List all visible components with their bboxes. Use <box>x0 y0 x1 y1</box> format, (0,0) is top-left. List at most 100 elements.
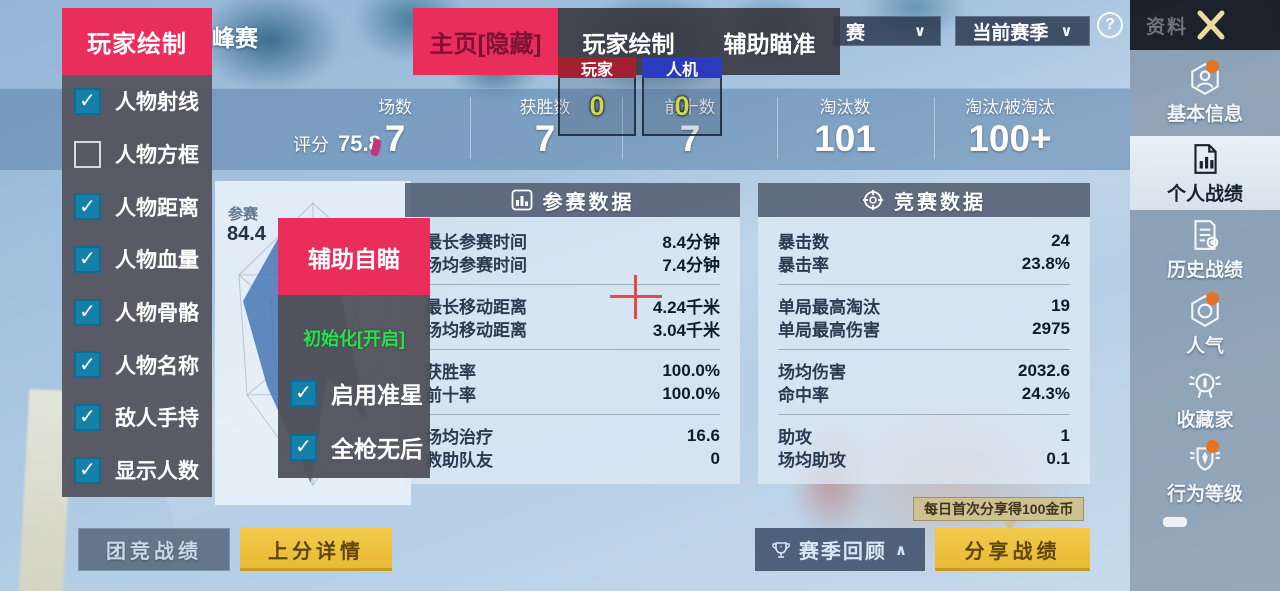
row-label: 场均助攻 <box>778 451 846 470</box>
competition-panel-body: 暴击数 24 暴击率 23.8% 单局最高淘汰 19 单局最高伤害 2975 场… <box>758 217 1090 484</box>
mode-dropdown[interactable]: 赛 ∨ <box>833 16 941 46</box>
checkbox[interactable]: ✓ <box>74 193 101 221</box>
cheat-option-label: 显示人数 <box>115 460 199 484</box>
sidebar-item-basic-info[interactable]: 基本信息 <box>1130 56 1280 134</box>
personal-record-icon <box>1194 144 1217 174</box>
data-row: 场均参赛时间 7.4分钟 <box>425 252 720 275</box>
chevron-down-icon: ∨ <box>1060 23 1073 40</box>
data-row: 单局最高淘汰 19 <box>778 294 1070 318</box>
row-value: 1 <box>1060 425 1070 445</box>
rank-detail-button[interactable]: 上分详情 <box>240 528 392 571</box>
checkbox[interactable]: ✓ <box>74 87 101 115</box>
sidebar-item-label: 人气 <box>1185 336 1224 357</box>
row-value: 24.3% <box>1021 383 1070 403</box>
cheat-aim-menu-header[interactable]: 辅助自瞄 <box>278 218 430 295</box>
cheat-aim-menu-body: 初始化[开启] ✓ 启用准星 ✓ 全枪无后 <box>278 295 430 478</box>
rating-label: 评分 <box>293 135 329 155</box>
popularity-icon <box>1191 294 1219 328</box>
row-value: 0 <box>710 448 720 468</box>
sidebar-item-label: 个人战绩 <box>1166 184 1243 205</box>
checkbox[interactable]: ✓ <box>74 456 101 484</box>
cheat-option-skeleton[interactable]: ✓ 人物骨骼 <box>62 286 212 339</box>
checkbox[interactable]: ✓ <box>74 298 101 326</box>
divider <box>934 97 935 159</box>
cheat-option-health[interactable]: ✓ 人物血量 <box>62 233 212 286</box>
data-row: 助攻 1 <box>778 424 1070 448</box>
divider <box>470 97 471 159</box>
divider <box>778 414 1070 415</box>
cheat-option-label: 人物骨骼 <box>115 302 199 326</box>
cheat-option-label: 人物距离 <box>115 196 199 220</box>
check-icon: ✓ <box>79 248 96 271</box>
notification-badge <box>1206 292 1219 305</box>
checkbox[interactable]: ✓ <box>290 433 317 461</box>
mode-dropdown-label: 赛 <box>846 22 866 44</box>
cheat-option-no-recoil[interactable]: ✓ 全枪无后 <box>278 432 430 462</box>
player-counter-button[interactable]: 玩家 <box>558 57 636 79</box>
bot-counter-button[interactable]: 人机 <box>642 57 722 79</box>
season-review-button[interactable]: 赛季回顾 ∧ <box>755 528 925 571</box>
row-value: 19 <box>1051 295 1070 315</box>
cheat-aim-menu: 辅助自瞄 初始化[开启] ✓ 启用准星 ✓ 全枪无后 <box>278 218 430 478</box>
cheat-option-distance[interactable]: ✓ 人物距离 <box>62 180 212 233</box>
checkbox[interactable]: ✓ <box>74 403 101 431</box>
row-label: 暴击数 <box>778 233 829 252</box>
check-icon: ✓ <box>295 436 312 458</box>
data-row: 救助队友 0 <box>425 447 720 471</box>
crosshair-overlay <box>634 275 637 319</box>
sidebar-item-popularity[interactable]: 人气 <box>1130 288 1280 362</box>
sidebar-item-conduct-level[interactable]: 行为等级 <box>1130 436 1280 510</box>
season-dropdown[interactable]: 当前赛季 ∨ <box>955 16 1090 46</box>
data-row: 前十率 100.0% <box>425 382 720 406</box>
team-record-button[interactable]: 团竞战绩 <box>78 528 230 571</box>
cheat-option-crosshair[interactable]: ✓ 启用准星 <box>278 378 430 408</box>
checkbox[interactable]: ✓ <box>74 140 101 168</box>
cheat-draw-menu-body: ✓ 人物射线 ✓ 人物方框 ✓ 人物距离 ✓ 人物血量 ✓ 人物骨骼 ✓ 人物名… <box>62 75 212 497</box>
cheat-option-player-count[interactable]: ✓ 显示人数 <box>62 444 212 497</box>
season-nav-tab[interactable]: 峰赛 <box>212 25 258 51</box>
row-value: 2975 <box>1032 318 1070 338</box>
sidebar-scroll-indicator[interactable] <box>1163 517 1187 527</box>
row-label: 场均治疗 <box>425 428 493 447</box>
check-icon: ✓ <box>79 90 96 113</box>
row-label: 暴击率 <box>778 256 829 275</box>
history-record-icon <box>1194 220 1219 250</box>
data-row: 暴击率 23.8% <box>778 252 1070 276</box>
divider <box>778 284 1070 285</box>
cheat-option-label: 全枪无后 <box>331 436 423 462</box>
data-row: 场均助攻 0.1 <box>778 447 1070 471</box>
row-label: 单局最高淘汰 <box>778 298 880 317</box>
close-icon[interactable] <box>1190 6 1232 44</box>
sidebar-item-label: 收藏家 <box>1176 410 1234 431</box>
cheat-draw-menu-header[interactable]: 玩家绘制 <box>62 8 212 75</box>
checkbox[interactable]: ✓ <box>74 351 101 379</box>
checkbox[interactable]: ✓ <box>290 379 317 407</box>
data-row: 单局最高伤害 2975 <box>778 317 1070 341</box>
row-value: 100.0% <box>662 360 720 380</box>
divider <box>622 97 623 159</box>
sidebar-item-personal-record[interactable]: 个人战绩 <box>1130 136 1280 210</box>
season-dropdown-label: 当前赛季 <box>972 22 1049 44</box>
sidebar-header: 资料 <box>1130 0 1280 50</box>
sidebar-item-history-record[interactable]: 历史战绩 <box>1130 212 1280 286</box>
divider <box>425 349 720 350</box>
checkbox[interactable]: ✓ <box>74 245 101 273</box>
help-icon[interactable]: ? <box>1097 12 1123 38</box>
check-icon: ✓ <box>295 382 312 404</box>
row-label: 前十率 <box>425 386 476 405</box>
share-record-button[interactable]: 分享战绩 <box>935 528 1090 571</box>
cheat-option-name[interactable]: ✓ 人物名称 <box>62 338 212 391</box>
divider <box>777 97 778 159</box>
stat-label: 淘汰/被淘汰 <box>965 98 1055 117</box>
aim-init-status[interactable]: 初始化[开启] <box>303 329 405 349</box>
sidebar-item-label: 行为等级 <box>1166 484 1243 505</box>
cheat-option-box[interactable]: ✓ 人物方框 <box>62 128 212 181</box>
sidebar-item-collector[interactable]: 收藏家 <box>1130 362 1280 436</box>
cheat-option-enemy-weapon[interactable]: ✓ 敌人手持 <box>62 391 212 444</box>
divider <box>425 284 720 285</box>
row-value: 3.04千米 <box>652 321 720 340</box>
cheat-home-hide-button[interactable]: 主页[隐藏] <box>413 8 558 75</box>
bot-counter-box: 人机 0 <box>642 57 722 136</box>
cheat-option-ray[interactable]: ✓ 人物射线 <box>62 75 212 128</box>
sidebar-item-label: 历史战绩 <box>1166 260 1243 281</box>
